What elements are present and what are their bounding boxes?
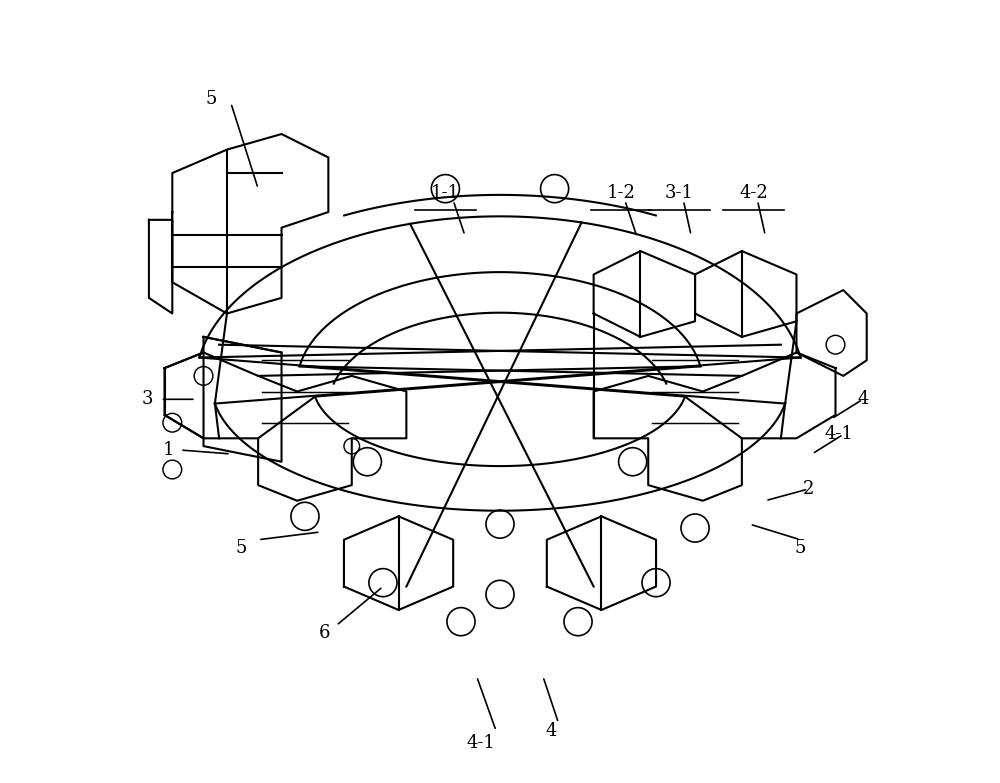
Text: 4: 4 [545,722,556,740]
Text: 4-2: 4-2 [739,183,768,201]
Text: 5: 5 [235,539,247,557]
Text: 4-1: 4-1 [825,425,854,443]
Text: 5: 5 [795,539,806,557]
Text: 6: 6 [319,624,330,642]
Text: 1-1: 1-1 [431,183,460,201]
Text: 5: 5 [206,90,217,108]
Text: 4: 4 [857,390,868,408]
Text: 3-1: 3-1 [665,183,694,201]
Text: 1: 1 [163,441,174,459]
Text: 3: 3 [142,390,153,408]
Text: 2: 2 [803,480,814,498]
Text: 4-1: 4-1 [466,734,495,752]
Text: 1-2: 1-2 [606,183,635,201]
